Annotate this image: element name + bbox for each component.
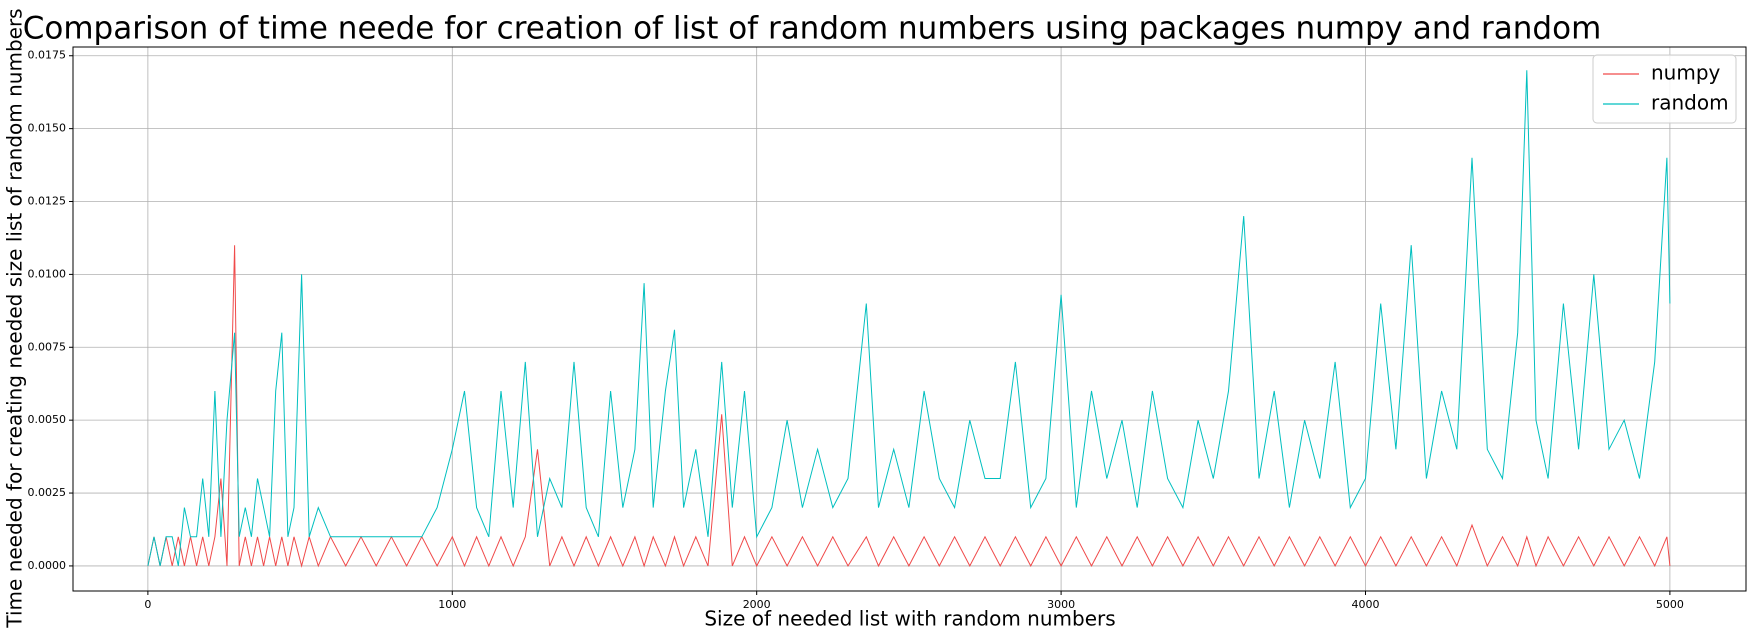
- y-axis-label: Time needed for creating needed size lis…: [3, 8, 27, 628]
- y-tick-label: 0.0150: [28, 122, 67, 135]
- series-line: [147, 245, 1671, 568]
- x-tick-label: 5000: [1656, 598, 1684, 611]
- y-tick-label: 0.0175: [28, 49, 67, 62]
- legend-label: numpy: [1651, 61, 1721, 85]
- x-axis-label: Size of needed list with random numbers: [704, 607, 1115, 631]
- x-tick-label: 4000: [1351, 598, 1379, 611]
- legend-frame: [1592, 54, 1737, 124]
- y-tick-label: 0.0025: [28, 486, 67, 499]
- y-tick-label: 0.0050: [28, 413, 67, 426]
- y-tick-label: 0.0000: [28, 559, 67, 572]
- chart-title: Comparison of time neede for creation of…: [23, 11, 1602, 47]
- series-line: [147, 70, 1671, 567]
- plot-frame: [72, 46, 1747, 592]
- legend-label: random: [1651, 91, 1729, 115]
- legend: numpy random: [1592, 54, 1737, 124]
- y-tick-label: 0.0125: [28, 195, 67, 208]
- y-tick-label: 0.0100: [28, 267, 67, 280]
- x-tick-label: 1000: [438, 598, 466, 611]
- x-tick-label: 0: [144, 598, 151, 611]
- x-tick-label: 3000: [1047, 598, 1075, 611]
- x-tick-label: 2000: [743, 598, 771, 611]
- y-tick-label: 0.0075: [28, 340, 67, 353]
